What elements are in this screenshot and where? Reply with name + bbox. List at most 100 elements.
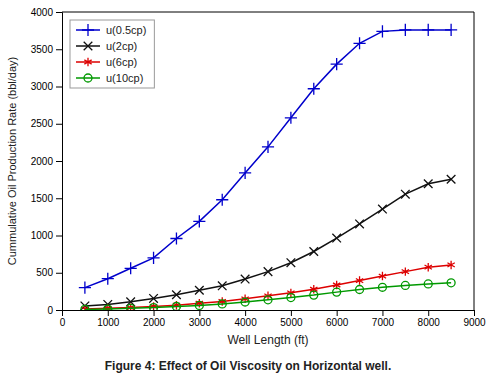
tick: 3500 <box>31 44 62 55</box>
axis-domain <box>63 311 475 317</box>
marker <box>447 279 455 287</box>
tick-mark <box>56 236 62 237</box>
tick-label: 2000 <box>143 317 166 328</box>
tick: 3000 <box>31 81 62 92</box>
legend-label: u(10cp) <box>106 72 143 84</box>
legend: u(0.5cp) u(2cp) u(6cp) u(10cp) <box>70 20 154 88</box>
marker <box>241 275 250 284</box>
tick-mark <box>291 310 292 316</box>
marker <box>285 112 297 124</box>
title: Figure 4: Effect of Oil Viscosity on Hor… <box>105 359 392 373</box>
tick-mark <box>56 12 62 13</box>
tick-mark <box>56 310 62 311</box>
marker <box>425 263 432 271</box>
marker <box>378 205 387 214</box>
tick: 6000 <box>326 310 349 328</box>
series-line <box>85 283 451 310</box>
tick: 9000 <box>463 310 486 328</box>
tick-mark <box>56 124 62 125</box>
tick-mark <box>108 310 109 316</box>
tick-label: 7000 <box>372 317 395 328</box>
marker <box>445 24 457 36</box>
marker <box>196 299 203 307</box>
marker <box>262 141 274 153</box>
marker <box>79 282 91 294</box>
marker <box>218 281 227 290</box>
series-group <box>79 24 457 310</box>
marker <box>102 273 114 285</box>
marker <box>333 288 341 296</box>
x-axis: 0100020003000400050006000700080009000 <box>60 310 486 328</box>
tick: 3000 <box>189 310 212 328</box>
tick-label: 1000 <box>31 230 54 241</box>
tick: 2500 <box>31 118 62 129</box>
marker <box>355 220 364 229</box>
tick-label: 1500 <box>31 193 54 204</box>
tick-label: 6000 <box>326 317 349 328</box>
marker <box>287 289 294 297</box>
marker <box>402 267 409 275</box>
marker <box>125 262 137 274</box>
marker <box>401 190 410 199</box>
series-line <box>85 265 451 309</box>
marker <box>376 25 388 37</box>
marker <box>172 303 180 310</box>
tick: 7000 <box>372 310 395 328</box>
tick: 0 <box>47 305 62 316</box>
marker <box>81 305 89 310</box>
legend-label: u(6cp) <box>106 56 137 68</box>
marker <box>401 281 409 289</box>
tick-label: 5000 <box>280 317 303 328</box>
tick: 0 <box>60 310 66 328</box>
marker <box>149 294 158 303</box>
tick-mark <box>474 310 475 316</box>
marker <box>332 234 341 243</box>
marker <box>150 304 158 310</box>
marker <box>331 58 343 70</box>
marker <box>356 286 364 294</box>
marker <box>104 305 112 310</box>
marker <box>193 215 205 227</box>
tick-mark <box>56 198 62 199</box>
y-axis: 05001000150020002500300035004000 <box>31 7 63 316</box>
marker <box>447 261 454 269</box>
tick-label: 3000 <box>189 317 212 328</box>
tick-mark <box>199 310 200 316</box>
marker <box>172 290 181 299</box>
legend-label: u(2cp) <box>106 40 137 52</box>
legend-box <box>70 20 154 88</box>
marker <box>127 304 135 310</box>
marker <box>195 301 203 309</box>
marker <box>195 286 204 295</box>
tick-mark <box>56 49 62 50</box>
marker <box>422 24 434 36</box>
tick-mark <box>337 310 338 316</box>
marker <box>424 179 433 188</box>
tick-label: 0 <box>47 305 53 316</box>
tick: 2000 <box>143 310 166 328</box>
marker <box>218 300 226 308</box>
tick: 4000 <box>234 310 257 328</box>
marker <box>147 252 159 264</box>
marker <box>399 24 411 36</box>
frame <box>62 12 474 13</box>
tick-mark <box>245 310 246 316</box>
marker <box>170 232 182 244</box>
marker <box>379 272 386 280</box>
legend-line <box>76 77 100 79</box>
legend-marker <box>84 42 93 51</box>
marker <box>310 291 318 299</box>
tick-label: 3000 <box>31 81 54 92</box>
marker <box>264 267 273 276</box>
marker <box>241 298 249 306</box>
tick: 1500 <box>31 193 62 204</box>
legend-label: u(0.5cp) <box>106 24 146 36</box>
tick-mark <box>154 310 155 316</box>
tick-label: 2500 <box>31 118 54 129</box>
tick: 1000 <box>31 230 62 241</box>
tick-label: 0 <box>60 317 66 328</box>
marker <box>356 276 363 284</box>
tick: 4000 <box>31 7 62 18</box>
tick-mark <box>382 310 383 316</box>
tick-mark <box>56 87 62 88</box>
